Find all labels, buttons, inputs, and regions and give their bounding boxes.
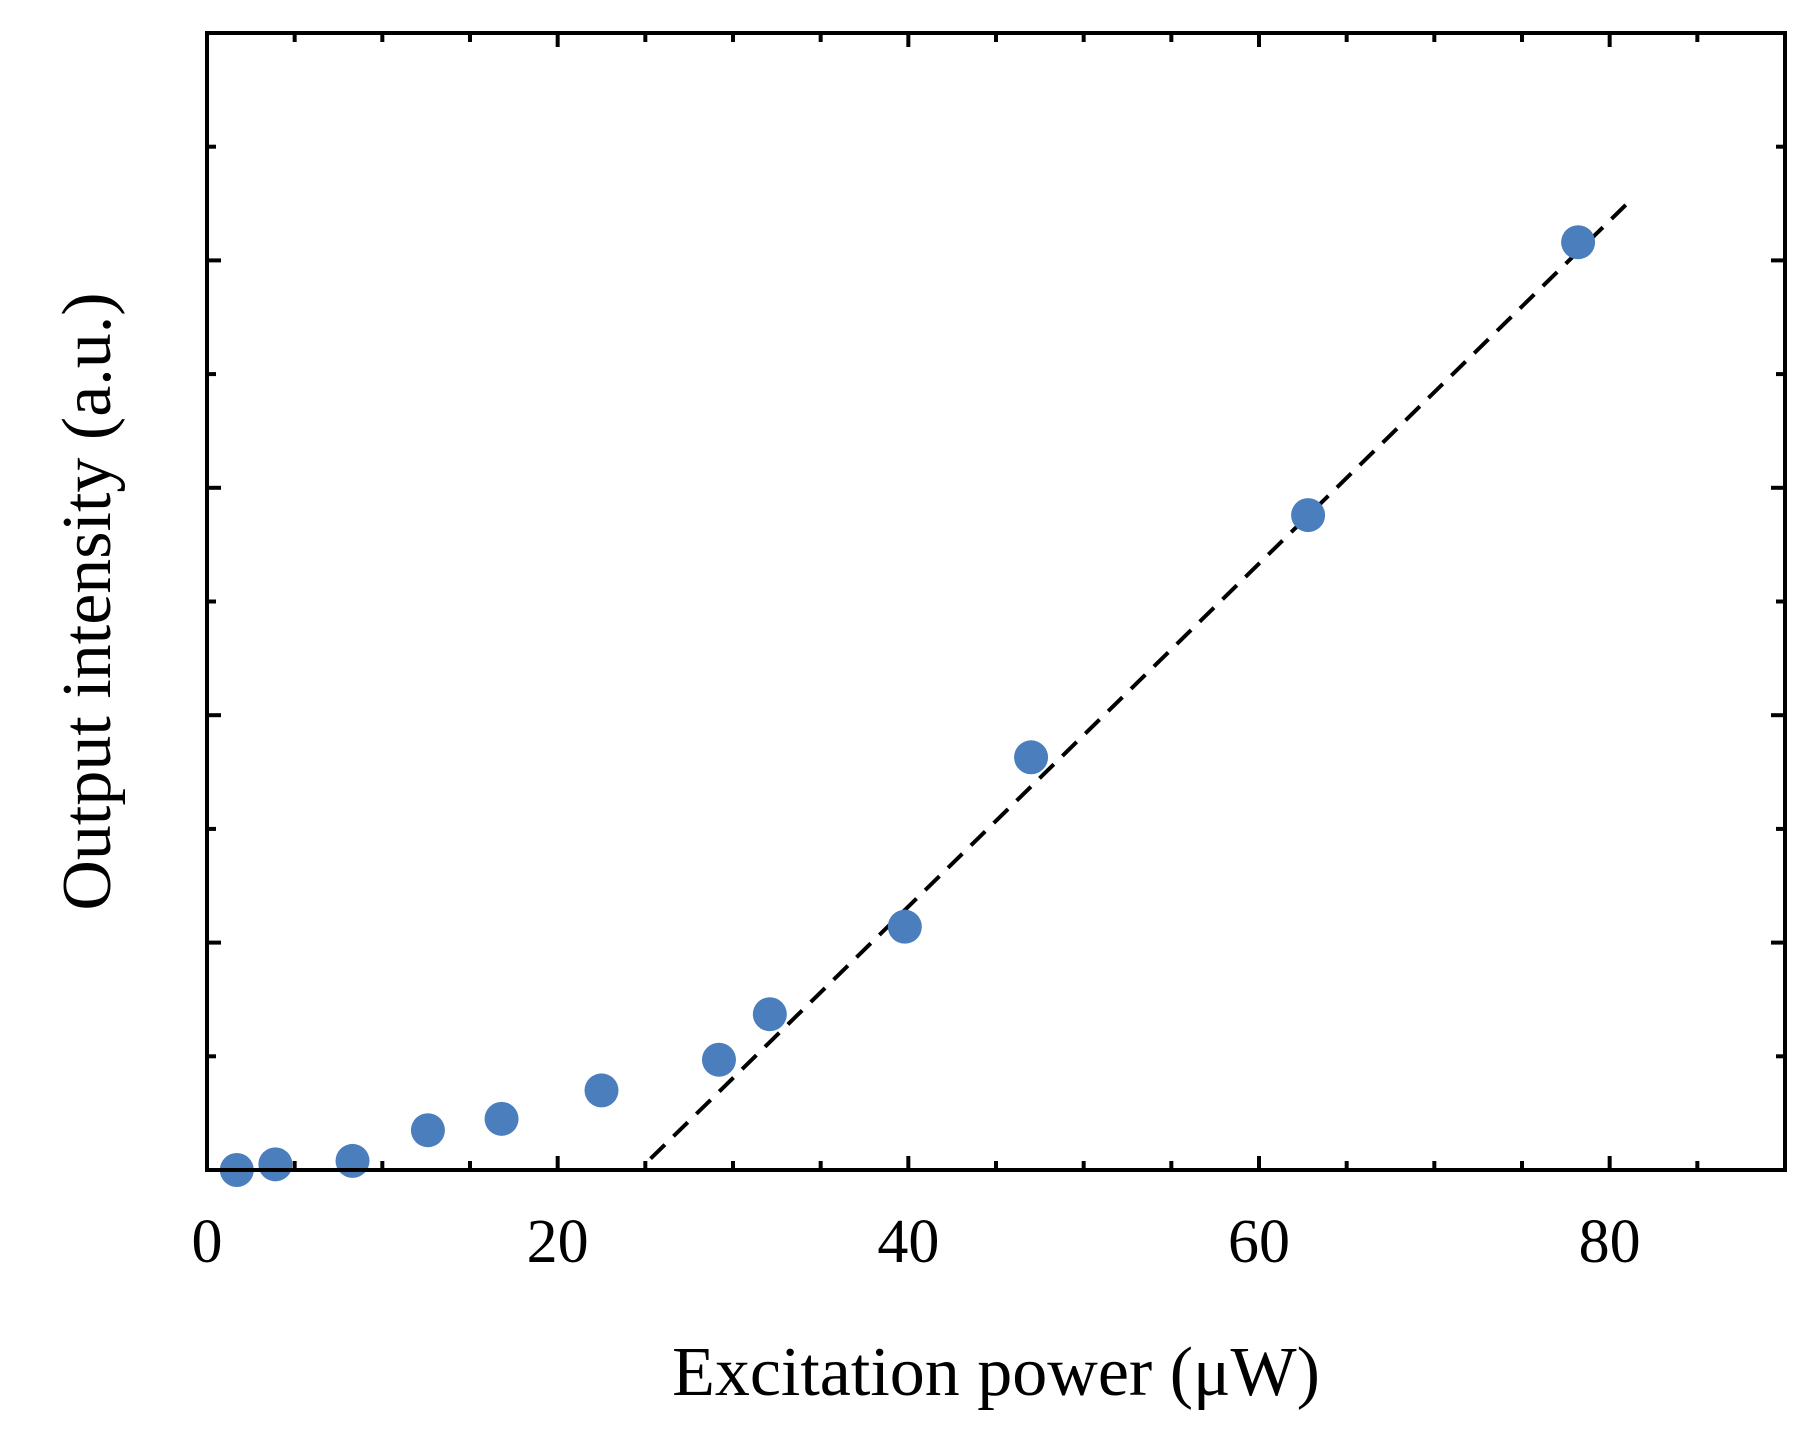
data-point <box>887 909 922 944</box>
data-point <box>701 1042 736 1077</box>
data-point <box>484 1101 519 1136</box>
x-tick-label: 20 <box>527 1208 589 1276</box>
data-point <box>410 1113 445 1148</box>
fit-line <box>649 202 1629 1161</box>
data-point <box>1014 740 1049 775</box>
data-points <box>219 225 1596 1187</box>
x-tick-label: 40 <box>877 1208 939 1276</box>
data-point <box>1291 498 1326 533</box>
data-point <box>1561 225 1596 260</box>
x-axis-label: Excitation power (μW) <box>672 1334 1320 1411</box>
x-tick-labels: 0 20 40 60 80 <box>192 1208 1641 1276</box>
data-point <box>335 1143 370 1178</box>
x-tick-label: 60 <box>1228 1208 1290 1276</box>
x-tick-label: 0 <box>192 1208 223 1276</box>
x-tick-label: 80 <box>1579 1208 1641 1276</box>
y-axis-label: Output intensity (a.u.) <box>49 292 126 910</box>
data-point <box>752 997 787 1032</box>
data-point <box>258 1147 293 1182</box>
plot-frame <box>205 31 1787 1172</box>
data-point <box>584 1073 619 1108</box>
